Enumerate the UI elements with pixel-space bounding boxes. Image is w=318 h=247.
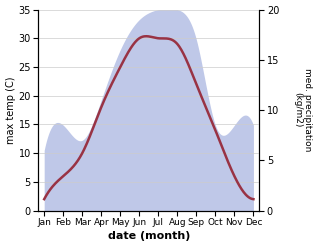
X-axis label: date (month): date (month) [107, 231, 190, 242]
Y-axis label: max temp (C): max temp (C) [5, 76, 16, 144]
Y-axis label: med. precipitation
(kg/m2): med. precipitation (kg/m2) [293, 68, 313, 152]
